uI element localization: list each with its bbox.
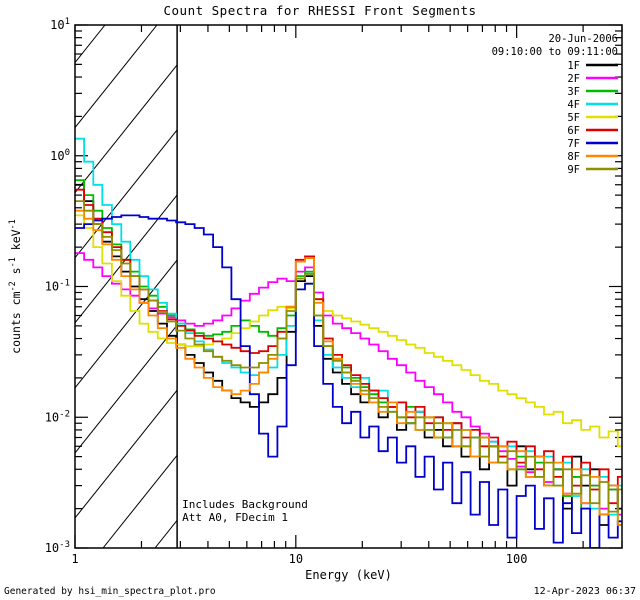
legend-label: 2F: [567, 73, 580, 85]
legend-date: 20-Jun-2006: [548, 33, 618, 45]
spectra-series: [75, 137, 622, 548]
legend-entry-3F: 3F: [567, 86, 618, 98]
y-axis-label: counts cm-2 s-1 keV-1: [8, 219, 23, 354]
spectrum-line-1F: [75, 183, 622, 526]
legend-entry-4F: 4F: [567, 99, 618, 111]
legend-label: 6F: [567, 125, 580, 137]
legend-entry-9F: 9F: [567, 164, 618, 176]
legend-label: 3F: [567, 86, 580, 98]
annotation-text: Includes Background: [182, 498, 308, 511]
legend-entry-5F: 5F: [567, 112, 618, 124]
spectrum-line-7F: [75, 214, 622, 548]
y-tick-label: 100: [50, 148, 70, 163]
legend-entry-6F: 6F: [567, 125, 618, 137]
legend-entry-2F: 2F: [567, 73, 618, 85]
spectrum-line-3F: [75, 179, 622, 526]
legend-label: 4F: [567, 99, 580, 111]
hatch-region: [75, 25, 178, 548]
plot-frame: [74, 24, 623, 549]
y-tick-label: 10-2: [45, 409, 70, 424]
legend-entry-7F: 7F: [567, 138, 618, 150]
legend-label: 1F: [567, 60, 580, 72]
legend-label: 5F: [567, 112, 580, 124]
x-axis-label: Energy (keV): [305, 568, 392, 582]
axis-tick-labels: 1 10 100 101 100 10-1 10-2 10-3: [45, 17, 528, 566]
y-tick-label: 101: [50, 17, 70, 32]
x-tick-label: 1: [71, 552, 78, 566]
plot-title: Count Spectra for RHESSI Front Segments: [163, 3, 477, 18]
legend-label: 8F: [567, 151, 580, 163]
legend-entry-1F: 1F: [567, 60, 618, 72]
x-tick-label: 10: [289, 552, 303, 566]
y-tick-label: 10-3: [45, 540, 70, 555]
annotation-text: Att A0, FDecim 1: [182, 511, 288, 524]
legend-entry-8F: 8F: [567, 151, 618, 163]
spectrum-line-9F: [75, 200, 622, 513]
spectrum-line-5F: [75, 214, 622, 448]
legend-time-range: 09:10:00 to 09:11:00: [492, 46, 618, 58]
footer-datetime: 12-Apr-2023 06:37: [533, 586, 636, 597]
y-tick-label: 10-1: [45, 279, 70, 294]
legend-label: 9F: [567, 164, 580, 176]
legend-label: 7F: [567, 138, 580, 150]
x-tick-label: 100: [506, 552, 528, 566]
footer-generator-text: Generated by hsi_min_spectra_plot.pro: [4, 586, 216, 597]
